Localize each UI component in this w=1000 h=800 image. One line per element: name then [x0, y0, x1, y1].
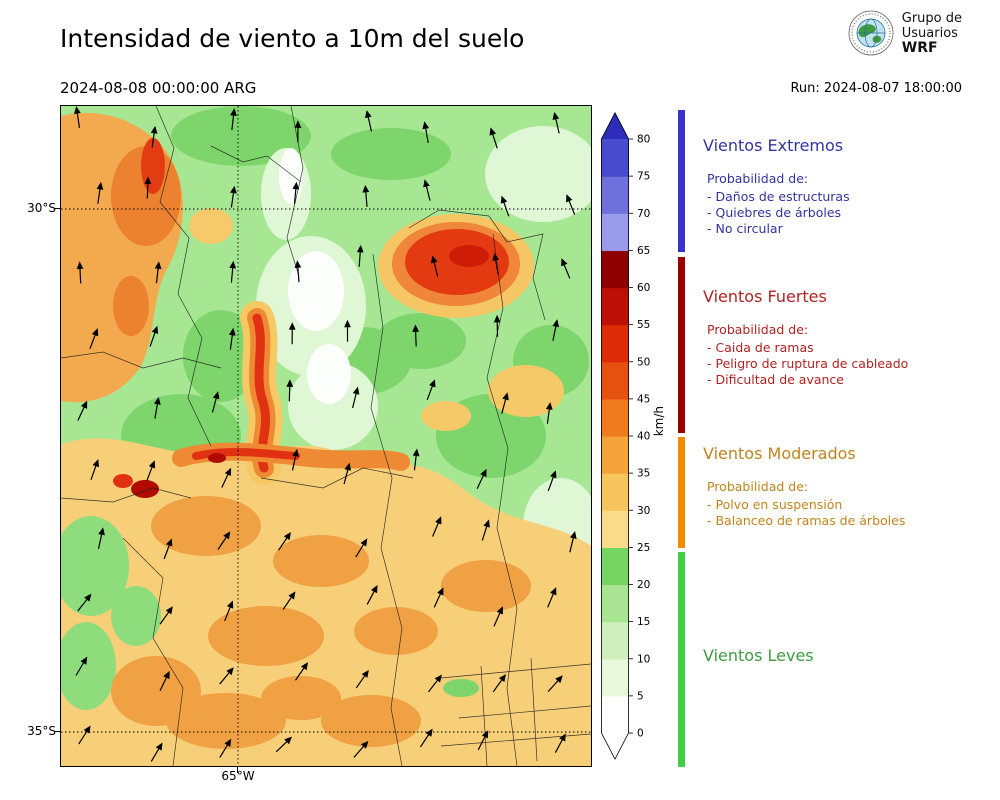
svg-text:30: 30 [637, 505, 650, 517]
svg-text:20: 20 [637, 579, 650, 591]
colorbar-unit-label: km/h [652, 406, 666, 437]
legend-title-moderados: Vientos Moderados [703, 444, 856, 463]
legend-bar-extremos [678, 110, 685, 252]
legend-item: - Caida de ramas [707, 340, 814, 355]
legend-title-extremos: Vientos Extremos [703, 136, 844, 155]
legend-item: - No circular [707, 221, 783, 236]
logo-text: Grupo de Usuarios WRF [902, 11, 962, 56]
svg-text:15: 15 [637, 616, 650, 628]
logo-line-1: Grupo de [901, 10, 962, 26]
legend-item: - Quiebres de árboles [707, 205, 842, 220]
svg-text:75: 75 [637, 171, 650, 183]
svg-text:5: 5 [637, 690, 644, 702]
page-title: Intensidad de viento a 10m del suelo [60, 24, 525, 53]
wind-intensity-field [61, 106, 591, 766]
legend-bar-leves [678, 552, 685, 767]
legend-section-leves: Vientos Leves [703, 646, 983, 681]
axis-tick-35s [54, 731, 60, 732]
axis-tick-65w [237, 767, 238, 773]
wind-map-canvas [60, 105, 592, 767]
svg-text:40: 40 [637, 431, 650, 443]
svg-text:80: 80 [637, 134, 650, 146]
valid-datetime-label: 2024-08-08 00:00:00 ARG [60, 79, 257, 97]
legend-item: - Polvo en suspensión [707, 497, 843, 512]
legend-header-fuertes: Probabilidad de: [707, 322, 809, 337]
svg-text:25: 25 [637, 542, 650, 554]
colorbar: 0 5 10 15 20 25 30 35 40 45 50 55 60 65 70 75 80 [601, 112, 691, 767]
svg-text:65: 65 [637, 245, 650, 257]
svg-text:45: 45 [637, 393, 650, 405]
legend-bar-fuertes [678, 257, 685, 433]
run-datetime-label: Run: 2024-08-07 18:00:00 [790, 81, 962, 96]
svg-text:0: 0 [637, 728, 644, 740]
legend-section-moderados: Vientos Moderados Probabilidad de: - Pol… [703, 444, 983, 529]
globe-icon [848, 10, 894, 56]
svg-text:50: 50 [637, 356, 650, 368]
legend-header-extremos: Probabilidad de: [707, 171, 809, 186]
legend-item: - Daños de estructuras [707, 189, 850, 204]
legend-bar-moderados [678, 437, 685, 548]
legend-title-leves: Vientos Leves [703, 646, 814, 665]
legend-item: - Balanceo de ramas de árboles [707, 513, 906, 528]
svg-text:60: 60 [637, 282, 650, 294]
legend-section-extremos: Vientos Extremos Probabilidad de: - Daño… [703, 136, 983, 237]
lat-label-30s: 30°S [27, 201, 56, 215]
lon-label-65w: 65°W [221, 769, 255, 783]
legend-title-fuertes: Vientos Fuertes [703, 287, 827, 306]
wrf-user-group-logo: Grupo de Usuarios WRF [848, 10, 962, 56]
axis-tick-30s [54, 208, 60, 209]
svg-text:35: 35 [637, 468, 650, 480]
svg-text:10: 10 [637, 653, 650, 665]
svg-text:55: 55 [637, 319, 650, 331]
logo-line-2: Usuarios [901, 25, 958, 41]
legend-item: - Peligro de ruptura de cableado [707, 356, 909, 371]
logo-line-wrf: WRF [901, 39, 938, 56]
legend-header-moderados: Probabilidad de: [707, 479, 809, 494]
legend-section-fuertes: Vientos Fuertes Probabilidad de: - Caida… [703, 287, 983, 388]
colorbar-scale: 0 5 10 15 20 25 30 35 40 45 50 55 60 65 70 75 80 [601, 112, 650, 760]
lat-label-35s: 35°S [27, 724, 56, 738]
svg-text:70: 70 [637, 208, 650, 220]
legend-item: - Dificultad de avance [707, 372, 844, 387]
